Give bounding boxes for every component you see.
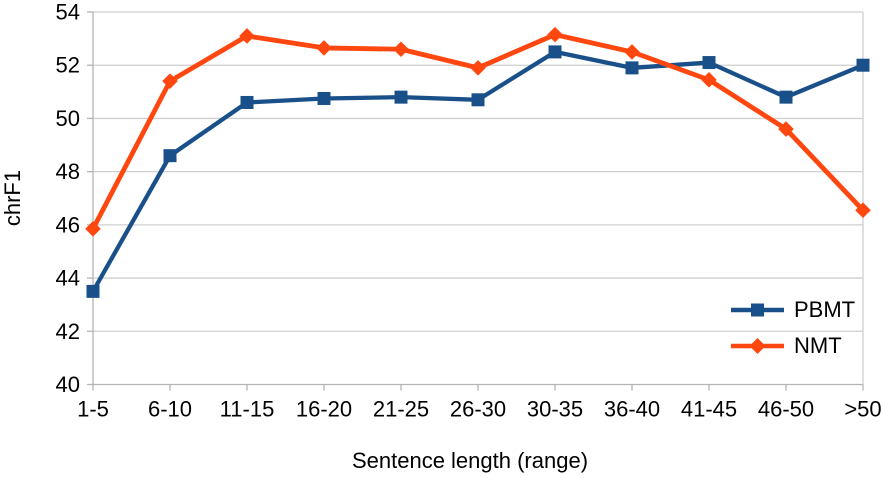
y-tick-label: 52 [56,53,80,78]
pbmt-line-marker-icon [731,303,784,317]
legend: PBMT NMT [730,295,855,361]
y-tick-label: 46 [56,212,80,237]
x-tick-label: 1-5 [77,397,109,422]
x-tick-label: 36-40 [604,397,660,422]
y-tick-label: 42 [56,319,80,344]
x-axis-title: Sentence length (range) [351,448,589,473]
x-tick-label: 46-50 [758,397,814,422]
y-tick-label: 44 [56,266,80,291]
x-tick-label: 11-15 [220,397,275,422]
x-tick-label: 30-35 [527,397,583,422]
x-tick-label: 26-30 [450,397,506,422]
y-axis-title: chrF1 [0,169,25,227]
y-tick-label: 48 [56,159,80,184]
legend-label-nmt: NMT [794,333,842,358]
nmt-line-marker-icon [731,338,784,354]
x-tick-label: 41-45 [681,397,737,422]
y-tick-label: 40 [56,372,80,397]
y-tick-label: 50 [56,106,80,131]
x-tick-label: 21-25 [373,397,429,422]
legend-item-pbmt: PBMT [730,295,855,325]
x-tick-label: 6-10 [148,397,192,422]
x-tick-label: 16-20 [296,397,352,422]
y-tick-label: 54 [56,0,80,25]
legend-label-pbmt: PBMT [794,297,856,322]
legend-item-nmt: NMT [730,331,855,361]
x-tick-label: >50 [844,397,881,422]
